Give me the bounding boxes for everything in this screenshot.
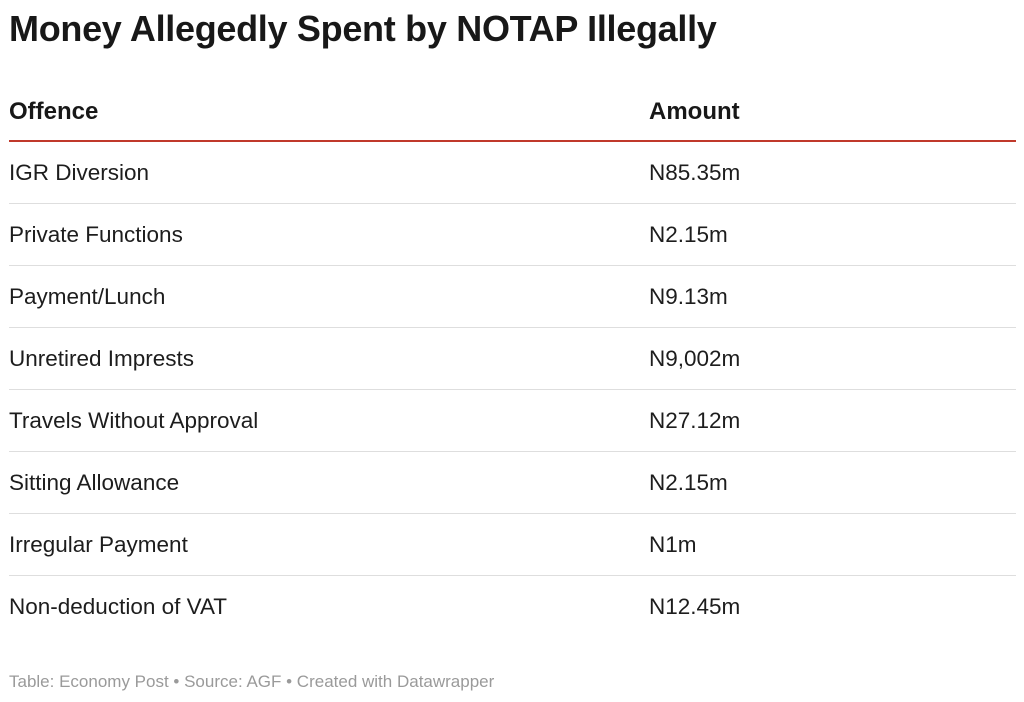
offence-cell: Payment/Lunch (9, 284, 166, 309)
amount-cell: N27.12m (649, 408, 741, 433)
table-row: Irregular Payment N1m (9, 514, 1016, 576)
amount-cell: N1m (649, 532, 697, 557)
column-header-offence[interactable]: Offence (9, 98, 99, 125)
offence-cell: Irregular Payment (9, 532, 188, 557)
table-row: IGR Diversion N85.35m (9, 142, 1016, 204)
offence-cell: Sitting Allowance (9, 470, 180, 495)
amount-cell: N2.15m (649, 470, 728, 495)
table-row: Non-deduction of VAT N12.45m (9, 576, 1016, 638)
offence-cell: Private Functions (9, 222, 183, 247)
table-row: Private Functions N2.15m (9, 204, 1016, 266)
offence-cell: Non-deduction of VAT (9, 594, 228, 619)
source-footer: Table: Economy Post • Source: AGF • Crea… (9, 672, 495, 691)
table-title: Money Allegedly Spent by NOTAP Illegally (9, 8, 717, 49)
data-table: Offence Amount IGR Diversion N85.35m Pri… (9, 80, 1016, 638)
offence-cell: IGR Diversion (9, 160, 150, 185)
amount-cell: N9,002m (649, 346, 741, 371)
column-header-amount[interactable]: Amount (649, 98, 740, 125)
table-row: Unretired Imprests N9,002m (9, 328, 1016, 390)
table-row: Travels Without Approval N27.12m (9, 390, 1016, 452)
table-row: Payment/Lunch N9.13m (9, 266, 1016, 328)
amount-cell: N9.13m (649, 284, 728, 309)
amount-cell: N2.15m (649, 222, 728, 247)
table-header-row: Offence Amount (9, 80, 1016, 142)
offence-cell: Unretired Imprests (9, 346, 195, 371)
offence-cell: Travels Without Approval (9, 408, 259, 433)
table-row: Sitting Allowance N2.15m (9, 452, 1016, 514)
amount-cell: N85.35m (649, 160, 741, 185)
amount-cell: N12.45m (649, 594, 741, 619)
